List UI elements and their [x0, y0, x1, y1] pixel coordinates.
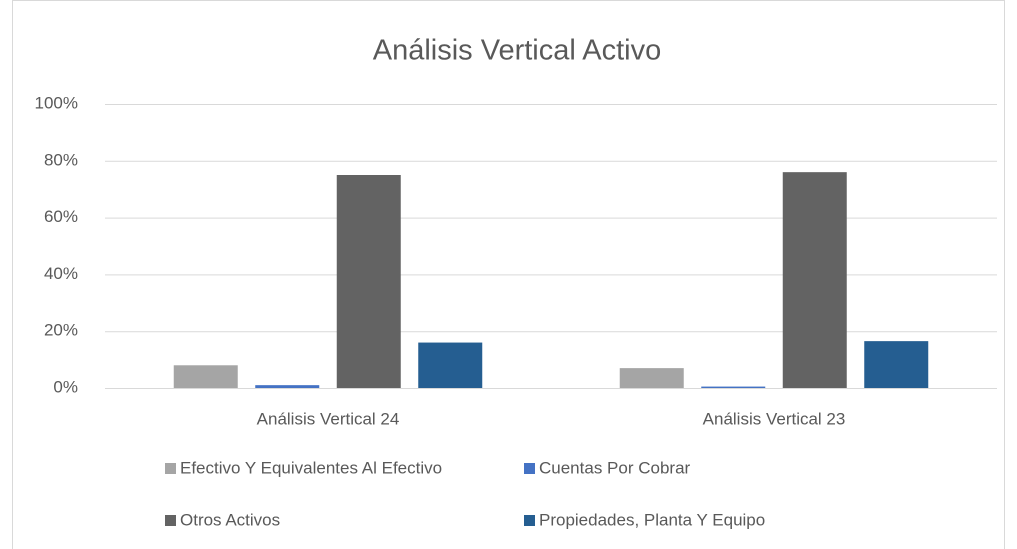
legend-label: Otros Activos — [180, 510, 280, 529]
y-tick-label: 60% — [44, 207, 78, 226]
bar — [173, 365, 238, 388]
legend-label: Efectivo Y Equivalentes Al Efectivo — [180, 458, 442, 477]
legend-label: Propiedades, Planta Y Equipo — [539, 510, 765, 529]
bar — [418, 342, 483, 388]
bar — [701, 386, 766, 388]
bar — [336, 175, 401, 388]
y-tick-label: 0% — [53, 377, 78, 396]
bar — [864, 341, 929, 388]
y-tick-label: 20% — [44, 321, 78, 340]
legend-label: Cuentas Por Cobrar — [539, 458, 691, 477]
y-tick-label: 80% — [44, 150, 78, 169]
x-tick-label: Análisis Vertical 23 — [703, 409, 846, 428]
legend-swatch — [524, 463, 535, 474]
y-tick-label: 100% — [35, 93, 78, 112]
bar — [255, 385, 320, 388]
bar — [619, 368, 684, 388]
x-tick-label: Análisis Vertical 24 — [257, 409, 400, 428]
y-tick-label: 40% — [44, 264, 78, 283]
bar — [782, 172, 847, 388]
legend-swatch — [165, 463, 176, 474]
legend-swatch — [524, 515, 535, 526]
chart-title: Análisis Vertical Activo — [373, 35, 662, 67]
legend-swatch — [165, 515, 176, 526]
